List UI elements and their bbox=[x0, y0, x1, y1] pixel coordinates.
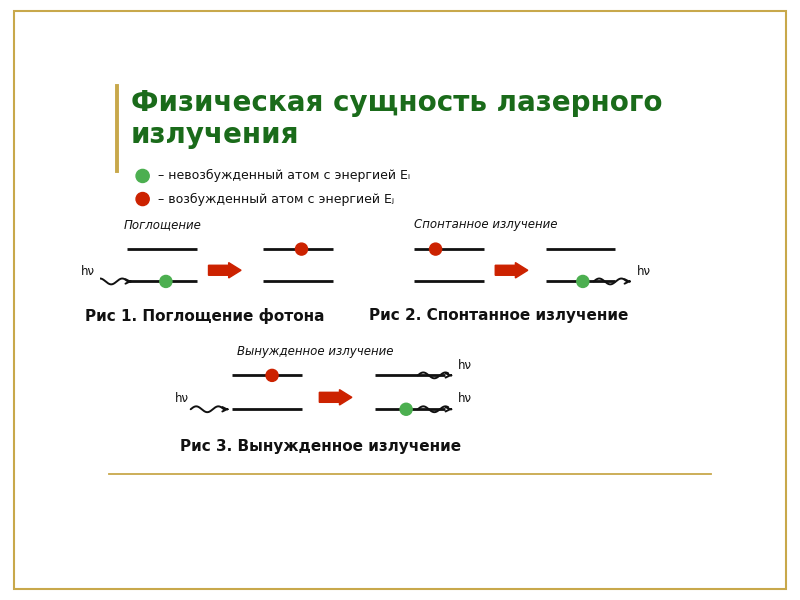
Circle shape bbox=[430, 243, 442, 255]
Text: Рис 2. Спонтанное излучение: Рис 2. Спонтанное излучение bbox=[370, 308, 629, 323]
Text: Поглощение: Поглощение bbox=[123, 218, 201, 232]
Text: hν: hν bbox=[637, 265, 651, 278]
Circle shape bbox=[160, 275, 172, 287]
Circle shape bbox=[136, 193, 150, 206]
Text: hν: hν bbox=[458, 359, 472, 371]
Circle shape bbox=[295, 243, 307, 255]
Circle shape bbox=[266, 370, 278, 382]
FancyArrow shape bbox=[319, 389, 352, 405]
Circle shape bbox=[400, 403, 412, 415]
Text: Рис 3. Вынужденное излучение: Рис 3. Вынужденное излучение bbox=[180, 439, 462, 454]
Text: Спонтанное излучение: Спонтанное излучение bbox=[414, 218, 558, 232]
FancyArrow shape bbox=[495, 263, 528, 278]
Text: Рис 1. Поглощение фотона: Рис 1. Поглощение фотона bbox=[85, 308, 324, 325]
Circle shape bbox=[136, 169, 150, 182]
Text: hν: hν bbox=[81, 265, 94, 278]
FancyArrow shape bbox=[209, 263, 241, 278]
Text: Физическая сущность лазерного: Физическая сущность лазерного bbox=[131, 89, 662, 117]
Text: Вынужденное излучение: Вынужденное излучение bbox=[237, 346, 394, 358]
Text: hν: hν bbox=[175, 392, 189, 406]
Text: hν: hν bbox=[458, 392, 472, 406]
Text: – возбужденный атом с энергией Eⱼ: – возбужденный атом с энергией Eⱼ bbox=[154, 193, 394, 206]
Text: – невозбужденный атом с энергией Eᵢ: – невозбужденный атом с энергией Eᵢ bbox=[154, 169, 410, 182]
Text: излучения: излучения bbox=[131, 121, 299, 149]
Circle shape bbox=[577, 275, 589, 287]
